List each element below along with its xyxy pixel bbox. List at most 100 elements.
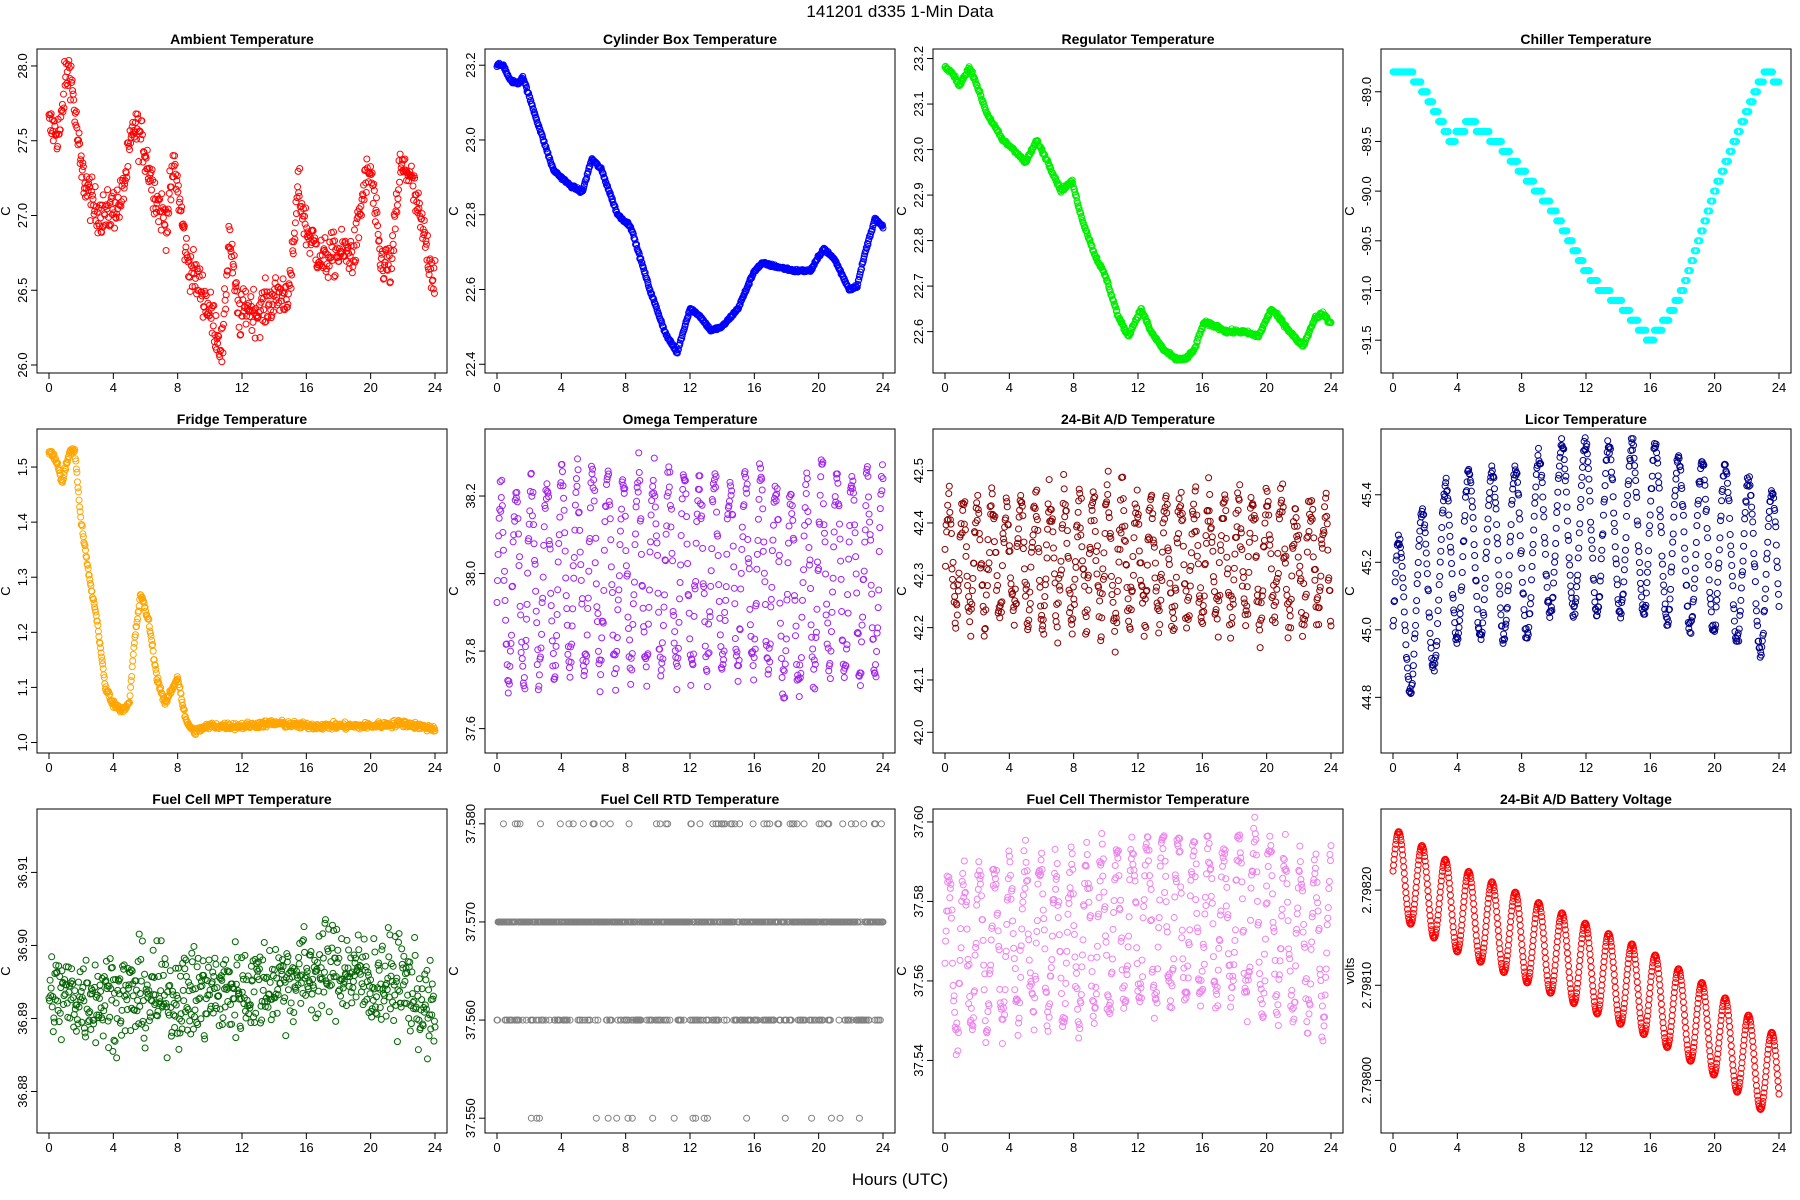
data-point [739, 546, 745, 552]
data-point [967, 619, 973, 625]
data-point [735, 678, 741, 684]
data-point [1028, 564, 1034, 570]
y-tick-label: -90.5 [1359, 226, 1374, 256]
y-tick-label: 23.0 [463, 127, 478, 152]
data-point [1141, 633, 1147, 639]
x-tick-label: 0 [493, 760, 500, 775]
data-point [519, 656, 525, 662]
data-point [790, 517, 796, 523]
data-point [857, 683, 863, 689]
data-point [295, 184, 301, 190]
chart-title: Cylinder Box Temperature [603, 31, 777, 47]
x-tick-label: 0 [941, 760, 948, 775]
data-point [533, 608, 539, 614]
data-point [507, 648, 513, 654]
data-point [950, 576, 956, 582]
data-point [616, 573, 622, 579]
data-point [397, 179, 403, 185]
y-tick-label: -89.0 [1359, 77, 1374, 107]
data-point [390, 241, 396, 247]
x-tick-label: 24 [1324, 380, 1338, 395]
data-point [1079, 544, 1085, 550]
data-point [578, 562, 584, 568]
data-point [76, 489, 82, 495]
data-point [95, 622, 101, 628]
data-point [1058, 558, 1064, 564]
data-point [839, 609, 845, 615]
data-point [627, 637, 633, 643]
data-point [943, 563, 949, 569]
data-point [1070, 616, 1076, 622]
data-point [548, 590, 554, 596]
y-tick-label: 38.2 [463, 483, 478, 508]
data-point [1016, 526, 1022, 532]
data-point [1021, 566, 1027, 572]
data-point [227, 227, 233, 233]
x-tick-label: 8 [1070, 380, 1077, 395]
data-point [1134, 487, 1140, 493]
x-tick-label: 16 [1195, 760, 1209, 775]
data-point [1136, 548, 1142, 554]
data-point [1062, 514, 1068, 520]
data-point [803, 491, 809, 497]
data-point [127, 693, 133, 699]
data-point [1173, 574, 1179, 580]
data-point [806, 545, 812, 551]
data-point [1034, 487, 1040, 493]
data-point [851, 497, 857, 503]
data-point [987, 550, 993, 556]
data-point [495, 578, 501, 584]
data-point [644, 683, 650, 689]
data-point [1011, 622, 1017, 628]
data-point [554, 633, 560, 639]
data-point [561, 495, 567, 501]
data-point [830, 589, 836, 595]
chart-title: 24-Bit A/D Temperature [1061, 411, 1215, 427]
data-point [1064, 528, 1070, 534]
y-tick-label: 23.0 [911, 137, 926, 162]
data-point [671, 640, 677, 646]
data-point [522, 644, 528, 650]
data-point [730, 543, 736, 549]
data-point [671, 612, 677, 618]
data-point [373, 195, 379, 201]
data-point [660, 623, 666, 629]
data-point [669, 550, 675, 556]
data-point [793, 623, 799, 629]
data-point [674, 687, 680, 693]
data-point [743, 474, 749, 480]
data-point [693, 540, 699, 546]
data-point [776, 552, 782, 558]
data-point [248, 294, 254, 300]
data-point [1042, 594, 1048, 600]
data-point [837, 536, 843, 542]
data-point [946, 491, 952, 497]
data-point [860, 614, 866, 620]
data-point [859, 622, 865, 628]
y-tick-label: 1.2 [15, 623, 30, 641]
data-point [356, 235, 362, 241]
data-point [548, 603, 554, 609]
data-point [859, 639, 865, 645]
data-point [704, 684, 710, 690]
data-point [1030, 532, 1036, 538]
data-point [1171, 616, 1177, 622]
data-point [536, 683, 542, 689]
data-point [1043, 576, 1049, 582]
plot-frame [1381, 49, 1791, 373]
y-tick-label: 37.6 [463, 716, 478, 741]
y-tick-label: -90.0 [1359, 176, 1374, 206]
data-point [353, 220, 359, 226]
data-point [815, 559, 821, 565]
data-point [190, 247, 196, 253]
data-point [1054, 601, 1060, 607]
data-point [555, 559, 561, 565]
x-tick-label: 24 [876, 380, 890, 395]
data-point [591, 498, 597, 504]
data-point [70, 91, 76, 97]
x-tick-label: 8 [622, 380, 629, 395]
chart-title: Fridge Temperature [177, 411, 308, 427]
data-point [970, 575, 976, 581]
data-point [768, 596, 774, 602]
y-tick-label: 23.1 [911, 91, 926, 116]
